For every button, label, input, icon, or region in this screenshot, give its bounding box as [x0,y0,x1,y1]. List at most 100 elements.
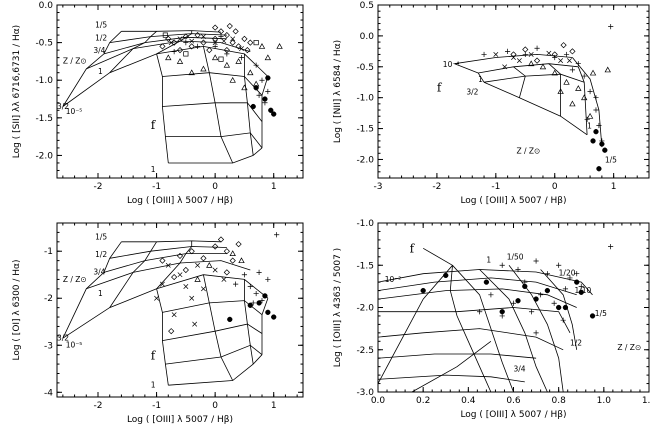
x-tick-label: -2 [432,182,441,192]
x-tick-label: 1 [271,182,277,192]
data-point-diamond [159,257,166,264]
data-point-cross [168,40,174,46]
grid-annotation: f [437,81,443,95]
data-point-diamond [235,241,242,248]
model-grid-line [411,340,492,392]
y-tick-label: -2.5 [356,346,374,356]
model-grid-line [577,66,588,135]
data-point-plus [587,88,593,95]
data-point-plus [171,49,177,55]
x-tick-label: 1 [271,401,277,411]
data-point-square [162,32,168,38]
data-point-filled-circle [256,300,262,306]
data-point-plus [596,122,602,129]
grid-annotation: 3/4 [93,268,105,277]
model-grid-line [121,30,222,33]
grid-annotation: 1/5 [95,232,107,241]
data-point-filled-circle [533,296,539,302]
data-point-cross [528,51,534,57]
data-point-filled-circle [268,107,274,113]
data-point-plus [233,281,239,287]
data-point-cross [200,286,206,292]
model-grid-line [162,102,263,122]
data-point-diamond [223,248,230,255]
data-point-diamond [212,35,219,42]
data-point-cross [165,262,171,268]
data-point-triangle [527,60,535,67]
data-point-cross [212,267,218,273]
model-grid-line [477,72,485,83]
data-point-diamond [212,243,219,250]
model-grid-line [156,288,169,386]
data-point-plus [256,92,262,98]
y-axis-label: Log ( [OI] λ 6300 / Hα) [12,260,22,361]
panel-sii-vs-oiii: -2 -1 0 1 -2.0 -1.5 -1.0 -0.5 0.0 Log ( [OIII] λ … [12,1,304,206]
data-point-plus [593,107,599,113]
plot-frame [56,222,304,398]
model-grid-line [513,66,526,98]
data-point-plus [560,317,566,323]
grid-annotation: 1/5 [595,309,607,318]
data-point-triangle [557,88,564,94]
x-tick-label: 0.4 [461,396,476,406]
x-tick-label: 1 [611,182,617,192]
data-point-diamond [244,47,251,54]
y-tick-label: -2.0 [35,151,53,161]
x-tick-label: 0.6 [506,396,521,406]
data-point-cross [183,284,189,289]
y-tick-label: -1.5 [356,261,374,271]
grid-annotation: 1 [98,289,103,298]
grid-annotation: 3/2 [57,334,69,343]
x-tick-label: 1.2 [642,396,651,406]
data-point-plus [212,43,218,49]
y-tick-label: 0.0 [39,1,54,11]
data-point-plus [578,283,584,289]
data-point-cross [177,36,183,42]
data-point-triangle [575,85,582,91]
data-point-triangle [238,257,245,264]
grid-annotation: 1 [98,67,103,76]
model-grid-line [109,33,227,43]
data-point-plus [533,330,539,336]
data-point-triangle [563,78,570,85]
data-point-triangle [223,61,231,68]
y-tick-label: -3.0 [356,388,374,398]
data-point-filled-circle [443,272,449,279]
data-point-triangle [194,276,201,282]
data-point-cross [516,58,522,64]
model-grid-line [109,241,157,308]
data-point-diamond [217,236,225,243]
data-point-filled-circle [515,298,521,304]
y-tick-label: -1.5 [356,125,374,135]
x-tick-label: -3 [374,182,383,192]
data-point-filled-circle [262,293,268,299]
x-tick-label: -1 [152,401,161,411]
data-point-triangle [211,54,219,61]
model-grid-line [103,36,227,55]
data-point-cross [154,295,160,301]
x-axis-label: Log ( [OIII] λ 5007 / Hβ) [127,196,233,206]
y-axis-label: Log ( [OIII] λ 4363 / 5007 ) [333,248,343,367]
data-point-triangle [235,58,242,64]
data-point-diamond [171,273,178,281]
grid-annotation: 1/10 [574,286,591,295]
data-point-plus [256,269,262,275]
y-tick-label: -0.5 [35,39,53,49]
grid-annotation: 1/20 [559,268,576,277]
grid-annotation: 1/2 [95,33,107,42]
data-point-plus [194,43,201,49]
model-grid-line [103,253,227,273]
x-tick-label: -2 [94,401,103,411]
grid-annotation: 1 [151,381,156,390]
data-point-cross [546,50,552,56]
data-point-filled-circle [265,309,271,316]
model-grid-line [165,132,263,149]
data-point-plus [574,271,580,277]
data-point-plus [551,300,557,306]
data-point-cross [230,36,236,42]
model-grid-line [62,241,122,339]
x-tick-label: -1 [152,182,161,192]
data-point-filled-circle [574,279,580,285]
grid-annotation: 3/4 [93,46,105,55]
